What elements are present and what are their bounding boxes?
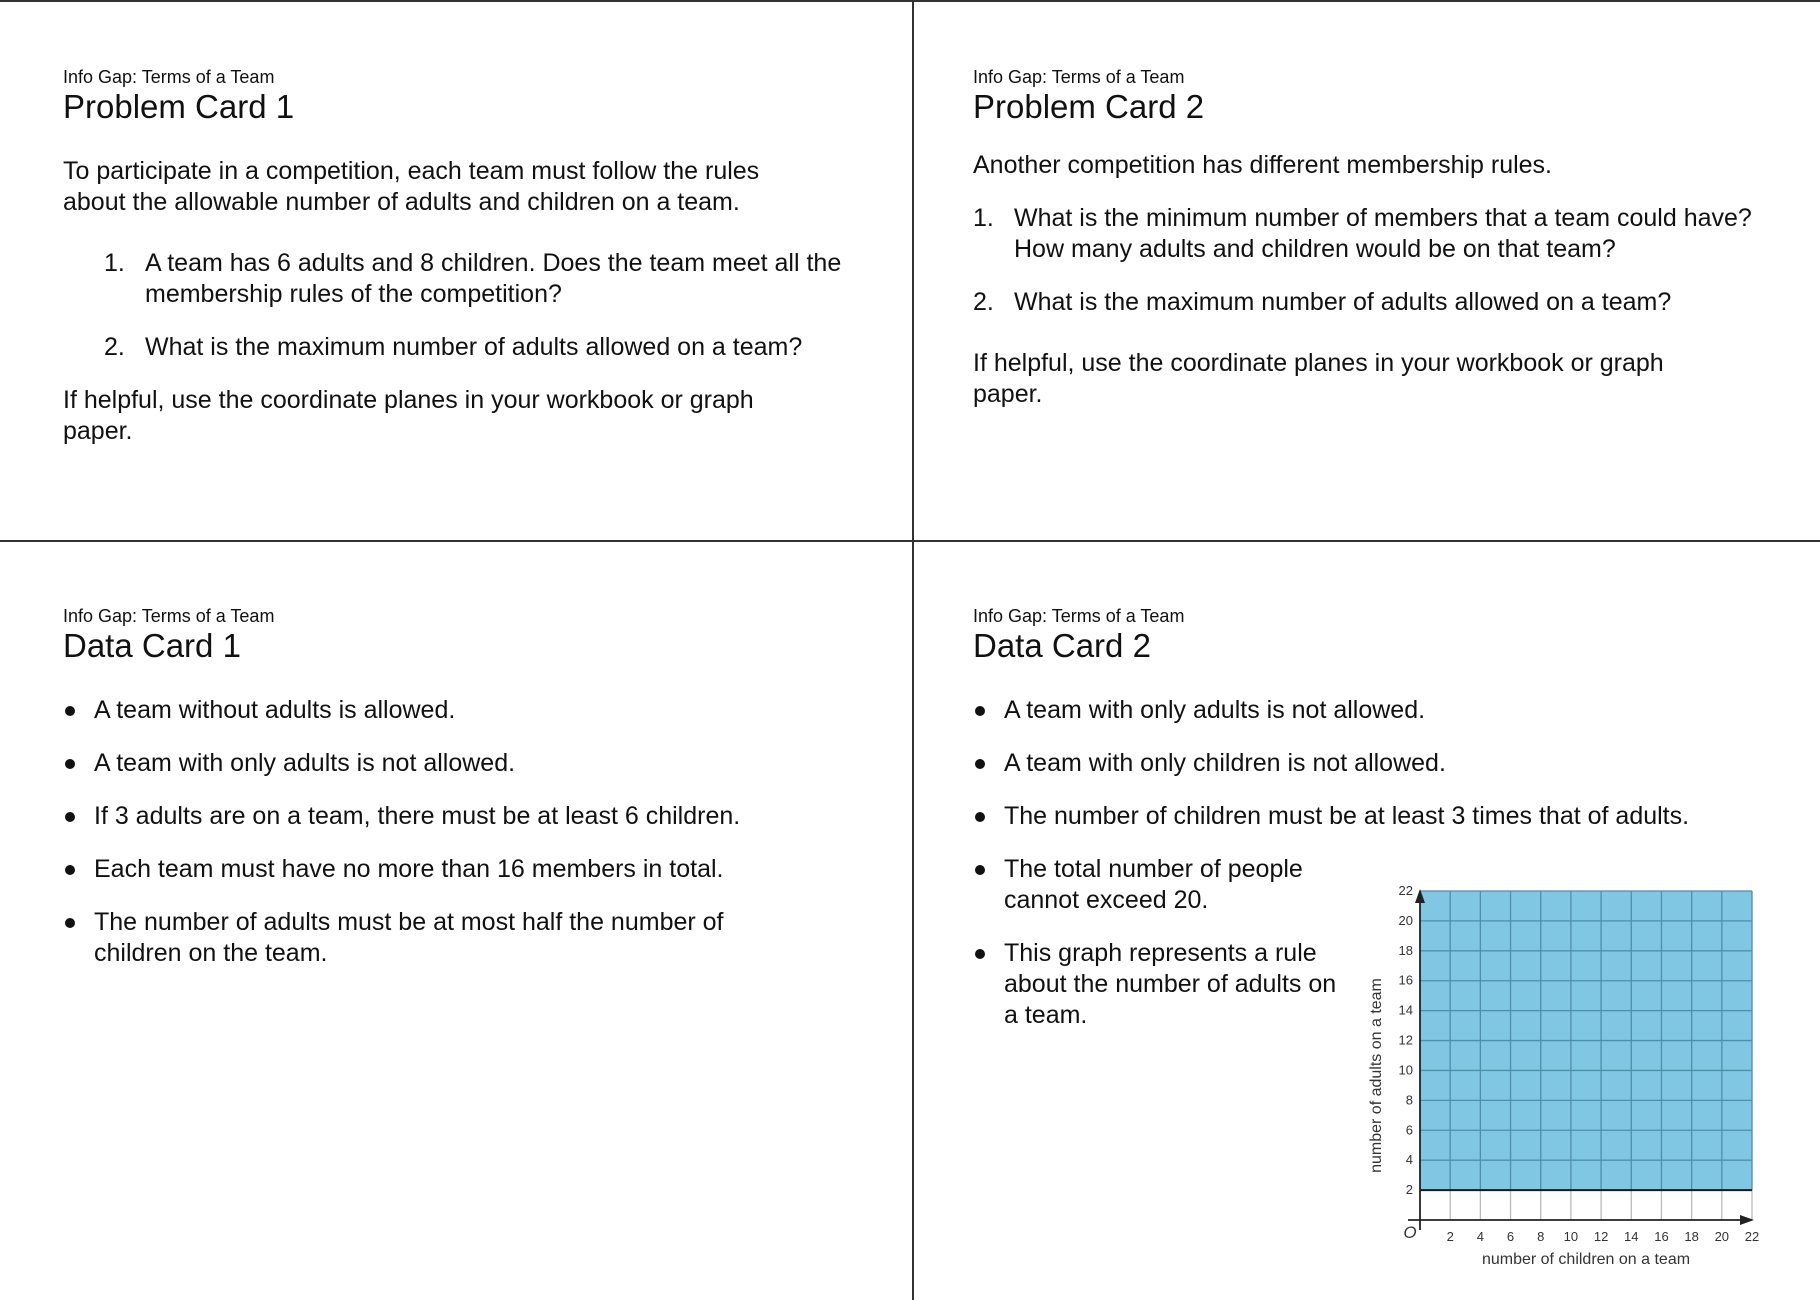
x-tick-label: 18 [1684, 1229, 1698, 1244]
y-tick-label: 8 [1406, 1092, 1413, 1107]
bullet-icon [975, 759, 985, 769]
horizontal-divider [0, 540, 1820, 542]
question-list: 1. A team has 6 adults and 8 children. Do… [63, 248, 863, 363]
question-item: 1. What is the minimum number of members … [973, 204, 1752, 263]
y-axis-arrow-icon [1415, 889, 1425, 903]
bullet-icon [975, 812, 985, 822]
question-list: 1. What is the minimum number of members … [973, 203, 1773, 318]
rule-item: If 3 adults are on a team, there must be… [63, 801, 823, 832]
y-axis-label: number of adults on a team [1368, 978, 1385, 1173]
bullet-icon [65, 865, 75, 875]
rule-item: A team with only adults is not allowed. [973, 695, 1793, 726]
card-intro: To participate in a competition, each te… [63, 157, 760, 216]
rule-item: The number of adults must be at most hal… [63, 907, 823, 969]
y-tick-label: 16 [1399, 973, 1413, 988]
adults-graph: 2 4 6 8 10 12 14 16 18 20 22246810121416182022Onum… [1368, 883, 1759, 1268]
data-card-1: Info Gap: Terms of a Team Data Card 1 A … [63, 605, 883, 991]
rule-item: A team with only adults is not allowed. [63, 748, 823, 779]
x-tick-label: 4 [1477, 1229, 1484, 1244]
bullet-icon [65, 812, 75, 822]
bullet-icon [975, 949, 985, 959]
card-outro: If helpful, use the coordinate planes in… [973, 349, 1664, 408]
card-title: Data Card 1 [63, 627, 241, 664]
card-title: Data Card 2 [973, 627, 1151, 664]
rule-list: A team without adults is allowed. A team… [63, 695, 823, 969]
rule-item: A team with only children is not allowed… [973, 748, 1793, 779]
top-border [0, 0, 1820, 2]
question-item: 2. What is the maximum number of adults a… [104, 333, 803, 361]
card-label: Info Gap: Terms of a Team [63, 67, 275, 87]
y-tick-label: 12 [1399, 1033, 1413, 1048]
x-axis-arrow-icon [1740, 1215, 1754, 1225]
x-tick-label: 10 [1564, 1229, 1578, 1244]
card-label: Info Gap: Terms of a Team [973, 606, 1185, 626]
rule-item: This graph represents a rule about the n… [973, 938, 1793, 1031]
y-tick-label: 2 [1406, 1182, 1413, 1197]
card-label: Info Gap: Terms of a Team [63, 606, 275, 626]
data-card-2: Info Gap: Terms of a Team Data Card 2 A … [973, 605, 1793, 1053]
bullet-icon [975, 865, 985, 875]
vertical-divider [912, 0, 914, 1300]
x-tick-label: 2 [1447, 1229, 1454, 1244]
card-intro: Another competition has different member… [973, 151, 1553, 179]
bullet-icon [65, 759, 75, 769]
y-tick-label: 20 [1399, 913, 1413, 928]
y-tick-label: 22 [1399, 883, 1413, 898]
x-tick-label: 12 [1594, 1229, 1608, 1244]
x-tick-label: 20 [1715, 1229, 1729, 1244]
bullet-icon [65, 918, 75, 928]
problem-card-2: Info Gap: Terms of a Team Problem Card 2… [973, 66, 1793, 432]
question-item: 2. What is the maximum number of adults a… [973, 288, 1672, 316]
card-label: Info Gap: Terms of a Team [973, 67, 1185, 87]
x-tick-label: 6 [1507, 1229, 1514, 1244]
x-tick-label: 8 [1537, 1229, 1544, 1244]
x-tick-label: 14 [1624, 1229, 1638, 1244]
card-title: Problem Card 1 [63, 88, 295, 125]
rule-item: The number of children must be at least … [973, 801, 1793, 832]
y-tick-label: 14 [1399, 1003, 1413, 1018]
bullet-icon [65, 706, 75, 716]
card-title: Problem Card 2 [973, 88, 1205, 125]
y-tick-label: 6 [1406, 1122, 1413, 1137]
rule-item: The total number of people cannot exceed… [973, 854, 1793, 916]
x-axis-label: number of children on a team [1482, 1251, 1690, 1268]
rule-item: A team without adults is allowed. [63, 695, 823, 726]
card-outro: If helpful, use the coordinate planes in… [63, 386, 754, 445]
rule-list: A team with only adults is not allowed. … [973, 695, 1793, 1031]
y-tick-label: 10 [1399, 1062, 1413, 1077]
problem-card-1: Info Gap: Terms of a Team Problem Card 1… [63, 66, 883, 469]
x-tick-label: 22 [1745, 1229, 1759, 1244]
origin-label: O [1403, 1223, 1416, 1242]
bullet-icon [975, 706, 985, 716]
rule-item: Each team must have no more than 16 memb… [63, 854, 823, 885]
x-tick-label: 16 [1654, 1229, 1668, 1244]
y-tick-label: 18 [1399, 943, 1413, 958]
question-item: 1. A team has 6 adults and 8 children. Do… [104, 249, 842, 308]
y-tick-label: 4 [1406, 1152, 1413, 1167]
